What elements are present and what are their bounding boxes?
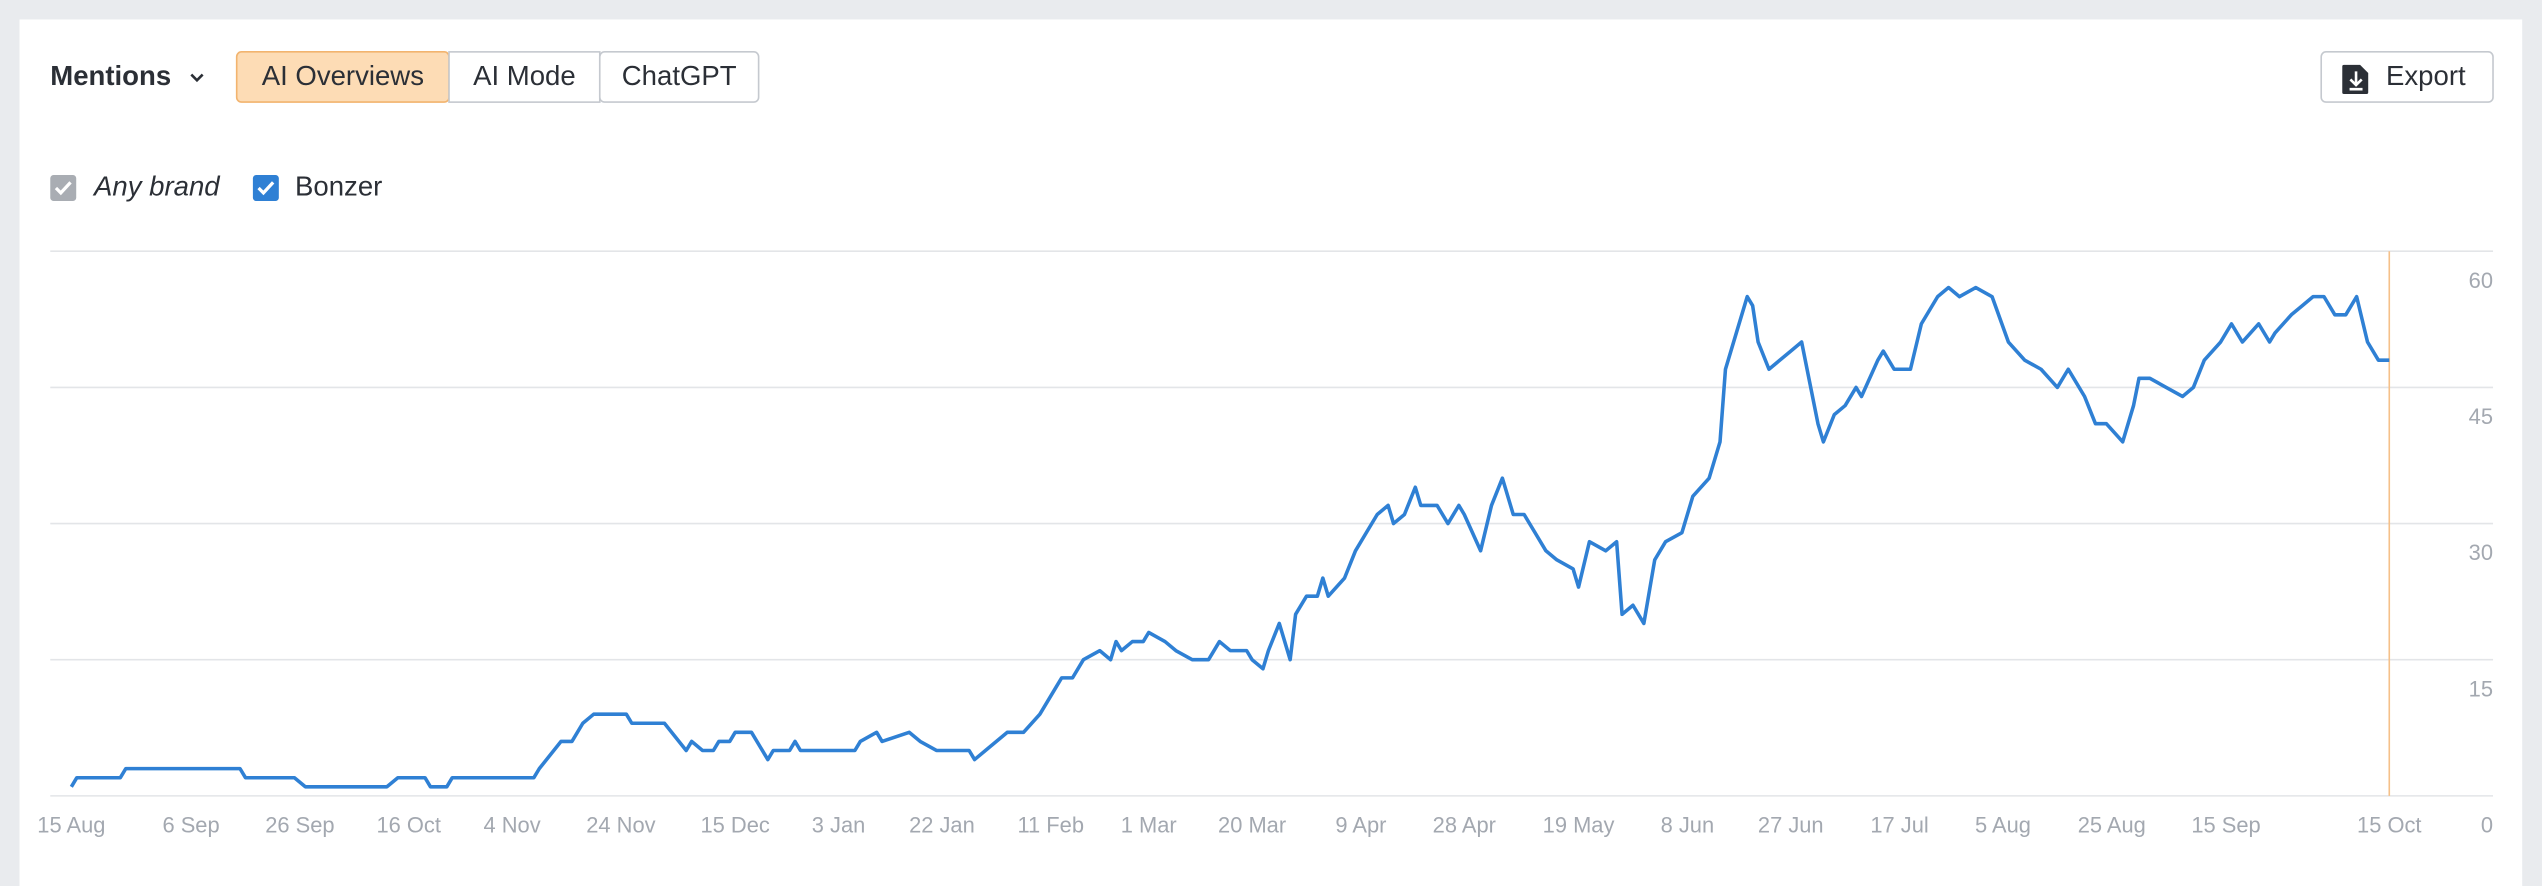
tab-button[interactable] (448, 51, 601, 103)
card (19, 19, 2523, 886)
y-tick-label: 60 (2469, 268, 2493, 293)
x-tick-label: 15 Aug (37, 812, 105, 837)
tab-label[interactable]: AI Mode (473, 60, 576, 91)
x-tick-label: 5 Aug (1975, 812, 2031, 837)
x-tick-label: 15 Sep (2191, 812, 2260, 837)
x-tick-label: 19 May (1543, 812, 1615, 837)
tab-label[interactable]: AI Overviews (262, 60, 424, 91)
y-tick-label: 0 (2481, 812, 2493, 837)
x-tick-label: 27 Jun (1758, 812, 1824, 837)
x-tick-label: 15 Dec (701, 812, 770, 837)
x-tick-label: 1 Mar (1121, 812, 1177, 837)
x-tick-label: 26 Sep (265, 812, 334, 837)
check-icon (54, 181, 72, 196)
filter-label[interactable]: Any brand (92, 170, 221, 201)
legend-label[interactable]: Bonzer (295, 170, 382, 201)
export-icon[interactable] (2342, 64, 2369, 95)
x-tick-label: 11 Feb (1018, 812, 1084, 837)
x-tick-label: 16 Oct (376, 812, 440, 837)
x-tick-label: 25 Aug (2078, 812, 2146, 837)
y-tick-label: 30 (2469, 540, 2493, 565)
x-tick-label: 9 Apr (1335, 812, 1386, 837)
x-tick-label: 22 Jan (909, 812, 975, 837)
metric-dropdown[interactable]: Mentions (50, 60, 204, 91)
tab-label[interactable]: ChatGPT (622, 60, 737, 91)
x-tick-label: 6 Sep (162, 812, 219, 837)
x-tick-label: 17 Jul (1870, 812, 1928, 837)
dropdown-icon[interactable] (190, 73, 204, 83)
x-tick-label: 28 Apr (1433, 812, 1496, 837)
x-tick-label: 8 Jun (1661, 812, 1715, 837)
y-tick-label: 15 (2469, 676, 2493, 701)
x-tick-label: 15 Oct (2357, 812, 2421, 837)
x-tick-label: 20 Mar (1218, 812, 1286, 837)
y-tick-label: 45 (2469, 404, 2493, 429)
metric-label[interactable]: Mentions (50, 60, 171, 91)
tab-button[interactable] (598, 51, 760, 103)
x-tick-label: 24 Nov (586, 812, 655, 837)
export-label[interactable]: Export (2386, 60, 2466, 91)
x-tick-label: 4 Nov (484, 812, 541, 837)
data-line (69, 285, 2390, 789)
x-tick-label: 3 Jan (812, 812, 866, 837)
check-icon (257, 181, 275, 196)
